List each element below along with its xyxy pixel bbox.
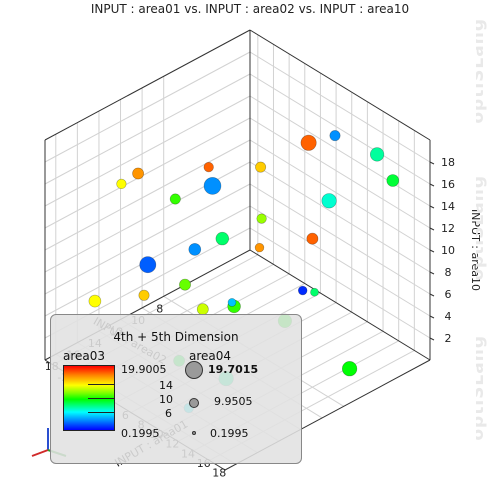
chart-title: INPUT : area01 vs. INPUT : area02 vs. IN…: [90, 2, 410, 16]
watermark-text: optiSLang: [476, 335, 488, 441]
data-point: [300, 134, 317, 151]
data-point: [169, 193, 181, 205]
data-point: [342, 361, 358, 377]
grid-line: [44, 51, 251, 163]
z-tick-label: 8: [445, 266, 452, 279]
z-tick-mark: [429, 337, 435, 341]
z-tick-label: 18: [441, 156, 455, 169]
legend-title: 4th + 5th Dimension: [113, 330, 239, 344]
z-tick-label: 14: [441, 200, 455, 213]
grid-line: [249, 139, 431, 251]
data-point: [132, 167, 144, 180]
data-point: [321, 193, 337, 209]
color-bar-tick: [88, 384, 114, 385]
z-tick-label: 4: [445, 310, 452, 323]
color-legend-label: area03: [63, 349, 106, 363]
z-tick-mark: [429, 249, 435, 253]
watermark: optiSLang optiSLang optiSLang: [476, 0, 498, 500]
z-tick-mark: [429, 315, 435, 319]
data-point: [88, 294, 102, 308]
z-tick-mark: [429, 293, 435, 297]
color-bar: [63, 365, 115, 431]
size-legend-small-dot: [192, 431, 196, 435]
box-edge: [44, 29, 251, 141]
z-tick-mark: [429, 271, 435, 275]
grid-line: [44, 117, 251, 229]
z-tick-label: 12: [441, 222, 455, 235]
grid-line: [44, 73, 251, 185]
data-point: [254, 242, 265, 253]
grid-line: [44, 139, 251, 251]
z-axis-label: INPUT : area10: [469, 209, 482, 291]
grid-line: [249, 205, 431, 317]
data-point: [255, 161, 267, 173]
grid-line: [44, 183, 251, 295]
data-point: [188, 243, 202, 256]
data-point: [179, 278, 191, 291]
grid-line: [249, 51, 431, 163]
size-max-label: 19.7015: [208, 363, 259, 376]
grid-line: [249, 73, 431, 185]
color-min-label: 0.1995: [121, 427, 160, 440]
grid-line: [44, 95, 251, 207]
grid-line: [249, 183, 431, 295]
data-point: [138, 289, 150, 301]
z-tick-mark: [429, 161, 435, 165]
data-point: [310, 287, 319, 297]
grid-line: [249, 95, 431, 207]
y-tick-label: 8: [156, 302, 163, 315]
size-legend-label: area04: [189, 349, 232, 363]
data-point: [370, 147, 385, 162]
data-point: [256, 213, 267, 224]
grid-line: [249, 161, 431, 273]
data-point: [116, 178, 127, 189]
z-tick-label: 6: [445, 288, 452, 301]
watermark-text: optiSLang: [476, 175, 488, 281]
data-point: [215, 231, 230, 246]
color-max-label: 19.9005: [121, 363, 167, 376]
data-point: [139, 256, 157, 274]
data-point: [203, 162, 214, 173]
color-tick-label: 14: [159, 379, 173, 392]
size-min-label: 0.1995: [210, 427, 249, 440]
color-bar-tick: [88, 412, 114, 413]
data-point: [386, 174, 400, 187]
z-tick-mark: [429, 183, 435, 187]
z-tick-mark: [429, 227, 435, 231]
data-point: [298, 285, 308, 296]
box-edge: [249, 249, 431, 361]
grid-line: [249, 227, 431, 339]
data-point: [329, 130, 341, 142]
watermark-text: optiSLang: [476, 18, 488, 124]
data-point: [203, 177, 222, 195]
grid-line: [44, 161, 251, 273]
z-tick-mark: [429, 205, 435, 209]
legend-panel: 4th + 5th Dimension area03 area04 19.900…: [50, 314, 302, 464]
size-legend-large-dot: [185, 361, 203, 379]
x-tick-label: 18: [212, 466, 226, 479]
data-point: [306, 232, 319, 245]
size-legend-medium-dot: [189, 398, 199, 408]
color-bar-tick: [88, 398, 114, 399]
box-edge: [249, 29, 431, 141]
color-tick-label: 10: [159, 393, 173, 406]
z-tick-label: 10: [441, 244, 455, 257]
data-point: [227, 298, 237, 307]
color-tick-label: 6: [165, 407, 172, 420]
size-mid-label: 9.9505: [214, 395, 253, 408]
z-tick-label: 2: [445, 332, 452, 345]
grid-line: [249, 117, 431, 229]
z-tick-label: 16: [441, 178, 455, 191]
